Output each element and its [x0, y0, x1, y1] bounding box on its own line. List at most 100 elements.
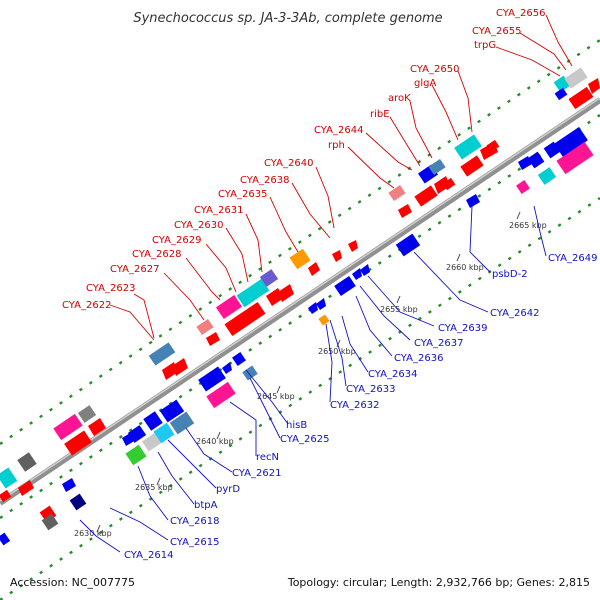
gene-feature	[159, 399, 185, 423]
gene-feature	[486, 139, 500, 153]
gene-label-cya-2621: CYA_2621	[232, 468, 281, 479]
gene-feature	[360, 264, 370, 276]
gene-label-cya-2622: CYA_2622	[62, 300, 111, 311]
gene-feature	[554, 126, 588, 158]
gene-feature	[222, 362, 232, 374]
gene-feature	[64, 430, 92, 456]
tick-label: 2635 kbp	[135, 483, 173, 492]
gene-feature	[414, 185, 438, 207]
gene-label-cya-2623: CYA_2623	[86, 283, 135, 294]
gene-label-trpg: trpG	[474, 40, 496, 51]
gene-feature	[352, 268, 362, 280]
gene-label-pyrd: pyrD	[216, 484, 240, 495]
gene-feature	[537, 167, 557, 185]
gene-feature	[527, 151, 545, 169]
gene-feature	[348, 240, 358, 252]
gene-label-cya-2638: CYA_2638	[240, 175, 289, 186]
gene-feature	[316, 298, 326, 310]
gene-feature	[196, 318, 214, 336]
gene-feature	[289, 248, 311, 270]
tick-label: 2655 kbp	[380, 305, 418, 314]
gene-feature	[460, 155, 484, 177]
gene-feature	[308, 302, 318, 314]
gene-feature	[215, 295, 243, 319]
gene-feature	[125, 444, 147, 466]
gene-feature	[564, 67, 588, 89]
gene-label-arok: aroK	[388, 93, 411, 104]
track-inner-reverse	[0, 197, 600, 600]
gene-feature	[395, 233, 421, 257]
gene-label-cya-2614: CYA_2614	[124, 550, 173, 561]
gene-feature	[242, 365, 258, 381]
gene-labels-bottom: CYA_2614 CYA_2615 CYA_2618 btpA pyrD CYA…	[124, 253, 597, 561]
gene-feature	[428, 158, 446, 176]
gene-feature	[17, 452, 37, 472]
tick-label: 2645 kbp	[257, 392, 295, 401]
gene-feature	[0, 489, 12, 503]
tick-label: 2630 kbp	[74, 529, 112, 538]
gene-feature	[148, 342, 176, 366]
gene-feature	[198, 366, 226, 392]
gene-feature	[53, 413, 83, 441]
gene-label-cya-2656: CYA_2656	[496, 8, 545, 19]
gene-label-cya-2649: CYA_2649	[548, 253, 597, 264]
gene-feature	[554, 87, 568, 101]
track-outer-forward	[0, 39, 600, 445]
gene-feature	[206, 332, 220, 346]
gene-label-cya-2640: CYA_2640	[264, 158, 313, 169]
dotted-tracks	[0, 39, 600, 600]
tick-label: 2650 kbp	[318, 347, 356, 356]
gene-label-hisb: hisB	[286, 420, 307, 431]
genome-backbone	[0, 97, 600, 506]
gene-feature	[259, 269, 279, 287]
gene-feature	[278, 284, 294, 302]
track-inner-forward	[0, 114, 600, 519]
gene-feature	[127, 425, 147, 443]
gene-feature	[588, 78, 600, 94]
gene-feature	[442, 177, 456, 191]
gene-feature	[466, 194, 480, 208]
gene-feature	[334, 275, 356, 297]
gene-label-cya-2628: CYA_2628	[132, 249, 181, 260]
gene-label-cya-2650: CYA_2650	[410, 64, 459, 75]
gene-feature	[232, 352, 246, 366]
gene-feature	[69, 493, 87, 511]
gene-label-cya-2630: CYA_2630	[174, 220, 223, 231]
gene-feature	[388, 184, 406, 202]
gene-feature	[172, 358, 188, 376]
gene-label-cya-2644: CYA_2644	[314, 125, 363, 136]
gene-feature	[153, 422, 175, 444]
gene-feature	[18, 480, 34, 496]
tick-label: 2665 kbp	[509, 221, 547, 230]
topology-summary: Topology: circular; Length: 2,932,766 bp…	[287, 576, 590, 589]
gene-feature	[41, 513, 59, 531]
gene-label-cya-2634: CYA_2634	[368, 369, 417, 380]
gene-feature	[308, 262, 320, 276]
gene-label-cya-2631: CYA_2631	[194, 205, 243, 216]
gene-label-cya-2627: CYA_2627	[110, 264, 159, 275]
gene-label-cya-2655: CYA_2655	[472, 26, 521, 37]
map-title: Synechococcus sp. JA-3-3Ab, complete gen…	[133, 11, 442, 26]
gene-feature	[62, 478, 76, 492]
gene-label-cya-2635: CYA_2635	[218, 189, 267, 200]
scale-ticks: 2630 kbp 2635 kbp 2640 kbp 2645 kbp 2650…	[74, 211, 547, 538]
accession-text: Accession: NC_007775	[10, 576, 135, 589]
gene-label-ribe: ribE	[370, 109, 390, 120]
gene-feature	[206, 381, 236, 409]
gene-feature	[0, 532, 11, 546]
gene-feature	[434, 176, 450, 194]
gene-feature	[398, 204, 412, 218]
gene-label-cya-2637: CYA_2637	[414, 338, 463, 349]
gene-feature	[556, 141, 594, 175]
tick-label: 2660 kbp	[446, 263, 484, 272]
gene-label-cya-2636: CYA_2636	[394, 353, 443, 364]
gene-feature	[454, 134, 482, 160]
gene-label-btpa: btpA	[194, 500, 218, 511]
gene-label-glga: glgA	[414, 78, 436, 89]
gene-feature	[88, 418, 106, 436]
leader-lines-bottom	[79, 205, 547, 553]
gene-feature	[516, 180, 530, 194]
gene-feature	[142, 432, 162, 452]
